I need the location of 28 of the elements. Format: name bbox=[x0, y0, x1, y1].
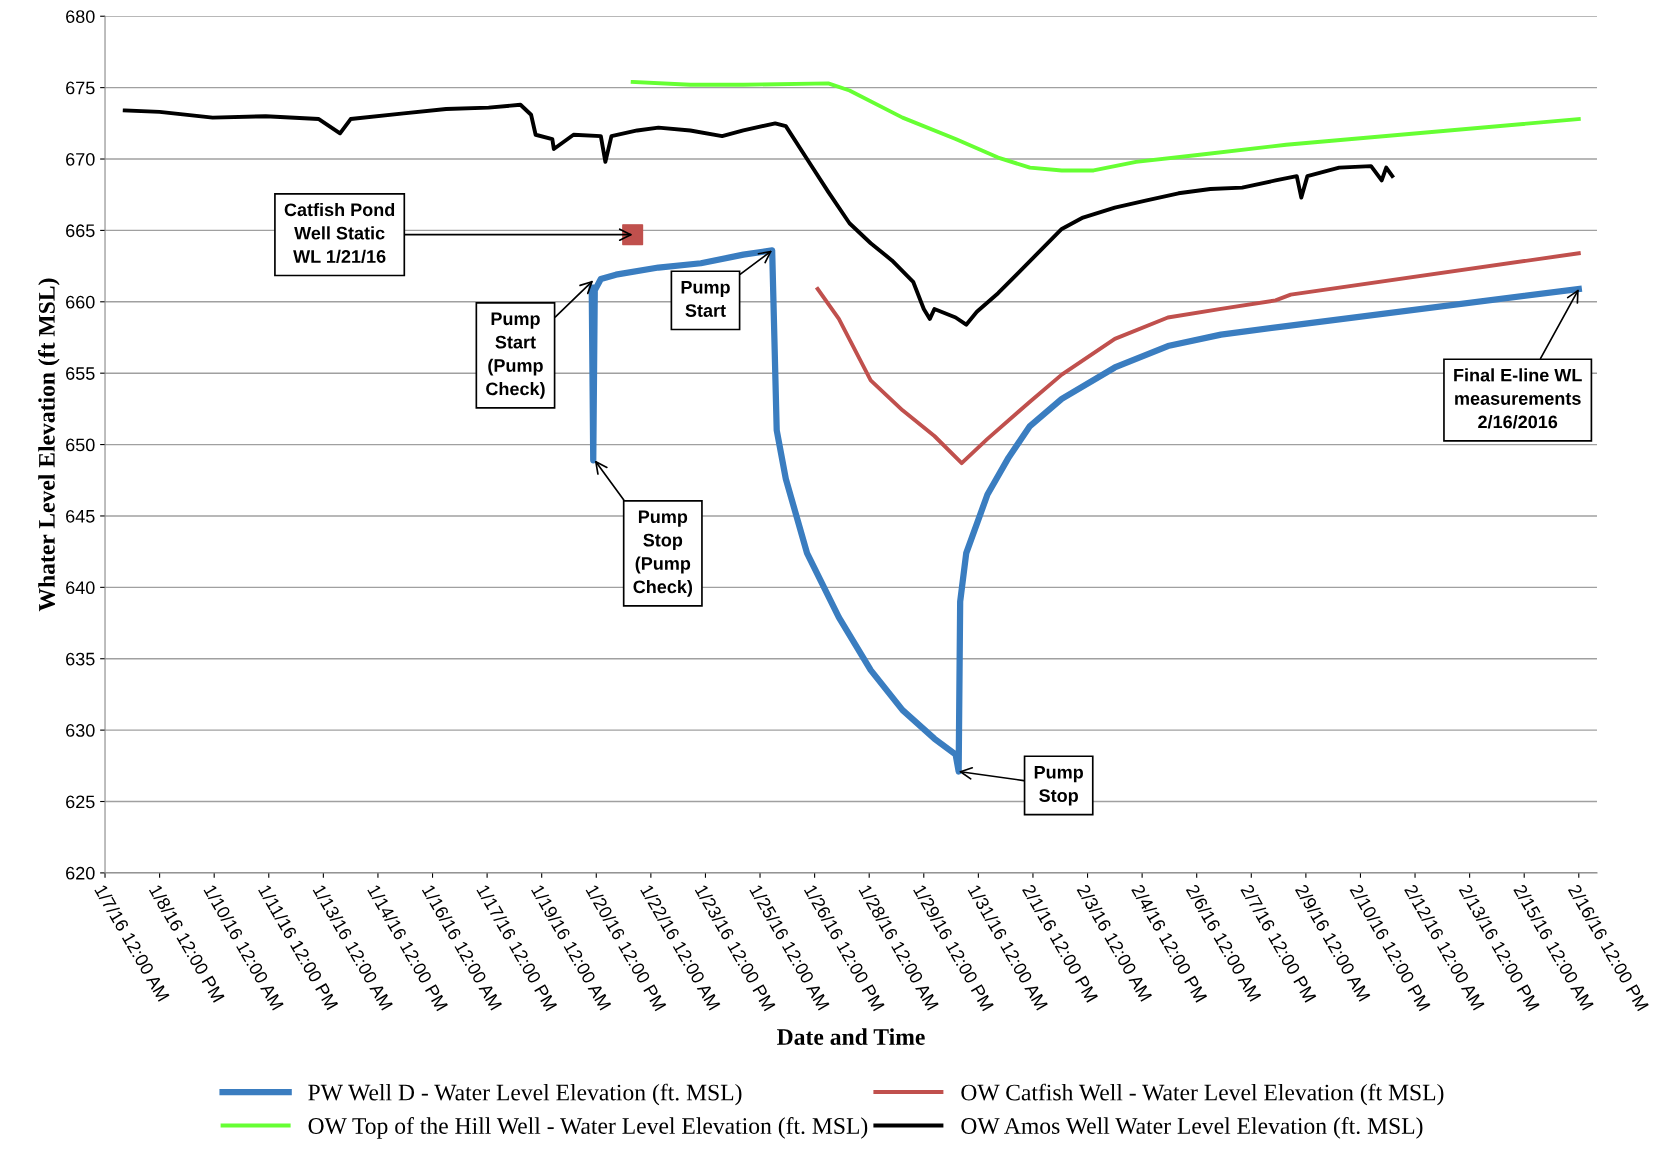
legend-label: PW Well D - Water Level Elevation (ft. MSL) bbox=[308, 1083, 742, 1106]
annotation: Pump Stop (Pump Check) bbox=[633, 510, 693, 597]
legend-label: OW Amos Well Water Level Elevation (ft. MSL) bbox=[961, 1117, 1423, 1139]
annotation: Catfish Pond Well Static WL 1/21/16 bbox=[284, 202, 395, 264]
y-tick-label: 660 bbox=[66, 295, 95, 309]
y-tick-label: 630 bbox=[66, 724, 95, 737]
annotation: Final E-line WL measurements 2/16/2016 bbox=[1454, 368, 1582, 429]
y-tick-label: 655 bbox=[66, 367, 95, 380]
y-tick-label: 670 bbox=[66, 152, 95, 166]
line-series bbox=[815, 251, 1581, 466]
y-tick-label: 650 bbox=[66, 438, 95, 452]
y-tick-label: 680 bbox=[66, 10, 95, 23]
line-series bbox=[122, 102, 1395, 327]
y-tick-label: 645 bbox=[66, 509, 95, 523]
y-tick-label: 640 bbox=[66, 581, 95, 595]
x-axis-title: Date and Time bbox=[777, 1028, 925, 1045]
annotation: Pump Start (Pump Check) bbox=[486, 312, 545, 399]
legend-label: OW Top of the Hill Well - Water Level Elevation (ft. MSL) bbox=[308, 1117, 868, 1139]
y-tick-label: 675 bbox=[66, 81, 95, 95]
line-series bbox=[630, 79, 1581, 173]
legend-label: OW Catfish Well - Water Level Elevation (ft MSL) bbox=[961, 1083, 1444, 1106]
y-tick-label: 620 bbox=[66, 866, 95, 880]
y-axis-title: Whater Level Elevation (ft MSL) bbox=[37, 278, 60, 612]
y-tick-label: 635 bbox=[66, 652, 95, 666]
annotation: Pump Stop bbox=[1034, 765, 1083, 806]
y-tick-label: 625 bbox=[66, 795, 95, 809]
y-tick-label: 665 bbox=[66, 224, 95, 238]
annotation: Pump Start bbox=[681, 280, 730, 317]
